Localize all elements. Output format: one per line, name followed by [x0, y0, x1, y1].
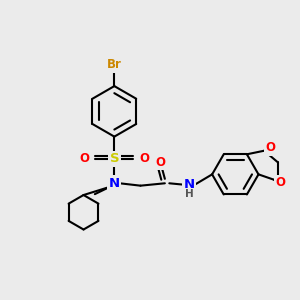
Text: N: N [184, 178, 195, 191]
Text: O: O [139, 152, 149, 165]
Text: O: O [155, 156, 165, 169]
Text: Br: Br [107, 58, 122, 71]
Text: H: H [185, 189, 194, 199]
Text: N: N [109, 177, 120, 190]
Text: O: O [80, 152, 90, 165]
Text: S: S [110, 152, 119, 165]
Text: O: O [266, 141, 276, 154]
Text: O: O [275, 176, 286, 189]
